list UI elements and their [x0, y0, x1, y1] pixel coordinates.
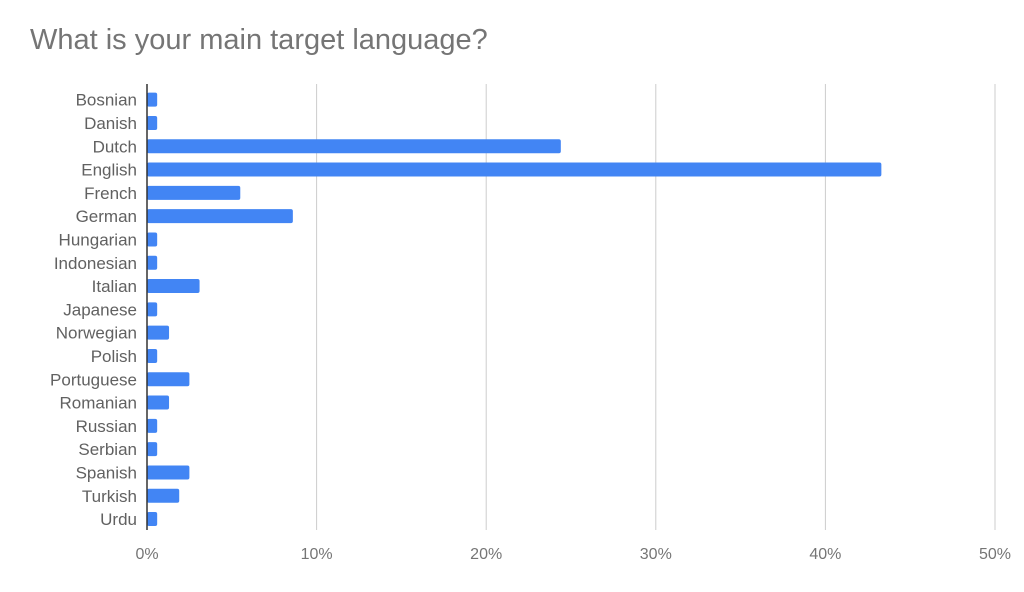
- bar-german: [147, 209, 293, 224]
- x-tick-label: 40%: [809, 546, 841, 563]
- category-label: Serbian: [78, 440, 137, 459]
- category-label: Bosnian: [76, 91, 137, 110]
- bar-spanish: [147, 465, 190, 480]
- category-label: German: [76, 207, 137, 226]
- category-label: Italian: [92, 277, 137, 296]
- gridlines: [316, 84, 996, 530]
- bar-english: [147, 162, 882, 177]
- bar-urdu: [147, 512, 158, 527]
- x-tick-label: 10%: [301, 546, 333, 563]
- bar-polish: [147, 348, 158, 363]
- x-tick-labels: 0% 10% 20% 30% 40% 50%: [135, 546, 1011, 563]
- bar-french: [147, 185, 241, 200]
- category-label: Norwegian: [56, 324, 137, 343]
- bar-turkish: [147, 488, 180, 503]
- category-label: Polish: [91, 347, 137, 366]
- category-label: French: [84, 184, 137, 203]
- chart-title: What is your main target language?: [30, 24, 488, 56]
- category-label: Russian: [76, 417, 137, 436]
- category-label: Turkish: [82, 487, 137, 506]
- x-tick-label: 0%: [135, 546, 158, 563]
- bar-danish: [147, 115, 158, 130]
- category-label: Dutch: [93, 137, 137, 156]
- category-label: Spanish: [76, 463, 137, 482]
- bar-hungarian: [147, 232, 158, 247]
- bar-italian: [147, 279, 200, 294]
- category-labels: Bosnian Danish Dutch English French German Hun…: [50, 91, 137, 529]
- category-label: Hungarian: [59, 230, 137, 249]
- category-label: Romanian: [60, 394, 138, 413]
- category-label: Japanese: [63, 300, 137, 319]
- category-label: English: [81, 161, 137, 180]
- category-label: Danish: [84, 114, 137, 133]
- bar-dutch: [147, 139, 561, 154]
- bar-russian: [147, 418, 158, 433]
- x-tick-label: 20%: [470, 546, 502, 563]
- bars: [147, 92, 882, 527]
- bar-serbian: [147, 442, 158, 457]
- category-label: Urdu: [100, 510, 137, 529]
- x-tick-label: 30%: [640, 546, 672, 563]
- bar-portuguese: [147, 372, 190, 387]
- category-label: Portuguese: [50, 370, 137, 389]
- bar-romanian: [147, 395, 170, 410]
- bar-bosnian: [147, 92, 158, 107]
- x-tick-label: 50%: [979, 546, 1011, 563]
- category-label: Indonesian: [54, 254, 137, 273]
- bar-japanese: [147, 302, 158, 317]
- bar-indonesian: [147, 255, 158, 270]
- bar-norwegian: [147, 325, 170, 340]
